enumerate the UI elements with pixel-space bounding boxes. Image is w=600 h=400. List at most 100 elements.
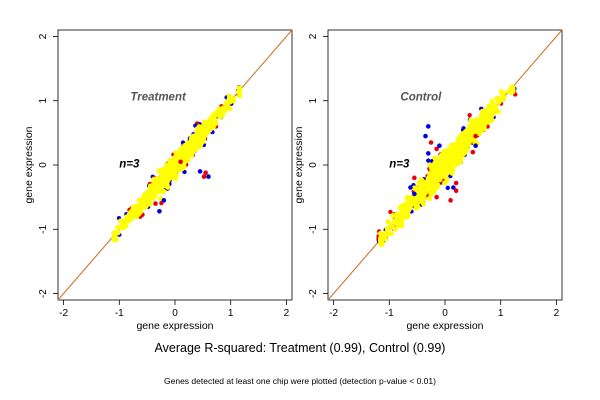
- outlier-point: [453, 188, 459, 194]
- point: [428, 184, 435, 190]
- outlier-point: [451, 185, 456, 190]
- outlier-point: [157, 208, 162, 214]
- y-tick-label: 2: [38, 33, 49, 39]
- outlier-point: [434, 146, 439, 152]
- outlier-point: [473, 143, 478, 149]
- point: [407, 195, 413, 201]
- point: [111, 236, 117, 242]
- point: [420, 201, 427, 207]
- point: [398, 213, 404, 219]
- point: [227, 105, 233, 112]
- outlier-point: [412, 191, 417, 197]
- point: [457, 146, 464, 153]
- outlier-point: [473, 133, 478, 139]
- point: [450, 167, 456, 173]
- point: [188, 143, 194, 149]
- y-axis-title: gene expression: [23, 126, 35, 203]
- point: [461, 135, 467, 141]
- outlier-point: [428, 140, 434, 145]
- point: [194, 134, 200, 140]
- point: [463, 147, 469, 154]
- x-axis-title: gene expression: [406, 320, 483, 332]
- y-tick-label: -2: [38, 289, 49, 298]
- point: [442, 180, 448, 186]
- point: [144, 197, 150, 203]
- y-tick-label: 1: [38, 97, 49, 103]
- point: [427, 195, 433, 202]
- outlier-point: [203, 170, 208, 176]
- point: [115, 224, 121, 230]
- point: [429, 169, 435, 176]
- point: [422, 181, 428, 187]
- point: [444, 151, 450, 157]
- point: [170, 174, 176, 181]
- point: [450, 161, 457, 167]
- outlier-point: [197, 169, 203, 174]
- point: [117, 218, 124, 224]
- outlier-point: [453, 180, 459, 186]
- n-annotation: n=3: [119, 159, 140, 171]
- y-tick-label: 2: [308, 33, 319, 39]
- point: [378, 240, 384, 246]
- y-tick-label: 0: [38, 162, 49, 168]
- point: [209, 114, 215, 120]
- point: [388, 231, 394, 237]
- point: [398, 219, 405, 225]
- point: [226, 96, 232, 102]
- point: [377, 230, 384, 236]
- y-tick-label: 0: [308, 162, 319, 168]
- point: [436, 168, 442, 174]
- y-tick-label: -1: [308, 224, 319, 233]
- x-tick-label: 2: [284, 308, 290, 319]
- outlier-point: [201, 174, 207, 179]
- point: [153, 183, 159, 190]
- x-tick-label: 0: [172, 308, 178, 319]
- outlier-point: [425, 151, 431, 156]
- point: [120, 222, 126, 229]
- outlier-point: [408, 185, 413, 190]
- point: [485, 117, 491, 123]
- point: [428, 173, 434, 180]
- outlier-point: [437, 143, 442, 149]
- x-tick-label: 0: [442, 308, 448, 319]
- point: [137, 207, 144, 213]
- figure-note: Genes detected at least one chip were pl…: [164, 376, 436, 386]
- point: [509, 87, 515, 93]
- point: [469, 119, 475, 125]
- point: [426, 158, 431, 163]
- point: [122, 218, 128, 224]
- point: [130, 206, 136, 212]
- point: [217, 111, 223, 117]
- point: [463, 140, 469, 146]
- point: [431, 162, 437, 168]
- point: [230, 98, 237, 104]
- point: [143, 204, 149, 210]
- outlier-point: [470, 149, 476, 155]
- outlier-point: [153, 201, 158, 206]
- panel-title: Control: [400, 92, 442, 104]
- panel-title: Treatment: [130, 92, 187, 104]
- outlier-point: [178, 159, 183, 165]
- x-axis-title: gene expression: [136, 320, 213, 332]
- y-tick-label: -2: [308, 289, 319, 298]
- x-tick-label: 1: [228, 308, 234, 319]
- point: [127, 214, 133, 220]
- y-tick-label: -1: [38, 224, 49, 233]
- point: [140, 199, 146, 206]
- point: [199, 130, 206, 136]
- point: [415, 204, 421, 210]
- point: [236, 89, 242, 95]
- y-tick-label: 1: [308, 97, 319, 103]
- point: [222, 105, 228, 111]
- point: [417, 190, 423, 196]
- point: [432, 177, 438, 183]
- point: [384, 225, 390, 231]
- point: [438, 152, 444, 159]
- x-tick-label: -1: [385, 308, 394, 319]
- point: [111, 232, 118, 238]
- point: [480, 109, 486, 116]
- panel-treatment: -2 -1 0 1 2 -2 -1 0 1 2 gene expression gene expres…: [23, 29, 293, 332]
- point: [499, 94, 505, 100]
- point: [478, 118, 484, 125]
